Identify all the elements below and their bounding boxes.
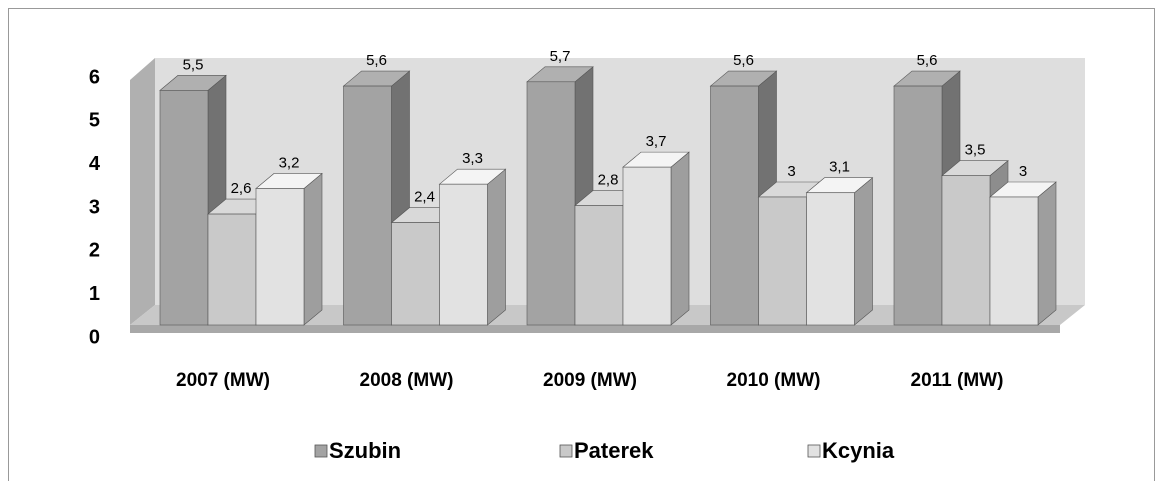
legend-label: Paterek [574, 438, 654, 463]
value-label: 3 [1019, 163, 1027, 180]
legend-swatch [807, 444, 821, 458]
floor-edge [130, 325, 1060, 333]
value-label: 3 [787, 163, 795, 180]
y-tick-label: 5 [89, 110, 100, 132]
bar [574, 205, 624, 326]
bar [255, 188, 305, 326]
bar-side [1037, 181, 1057, 326]
legend-swatch [314, 444, 328, 458]
value-label: 5,6 [366, 52, 387, 69]
value-label: 3,1 [829, 159, 850, 176]
bar-side [303, 172, 323, 326]
value-label: 3,5 [965, 142, 986, 159]
bar [941, 175, 991, 326]
legend-label: Kcynia [822, 438, 895, 463]
x-tick-label: 2010 (MW) [727, 370, 821, 391]
bar [806, 192, 855, 326]
x-tick-label: 2009 (MW) [543, 370, 637, 391]
x-tick-label: 2011 (MW) [911, 370, 1004, 391]
value-label: 3,3 [462, 150, 483, 167]
value-label: 2,6 [231, 180, 252, 197]
value-label: 2,4 [414, 189, 435, 206]
y-tick-label: 4 [89, 153, 101, 175]
legend-swatch [559, 444, 573, 458]
value-label: 5,7 [550, 48, 571, 65]
y-tick-label: 2 [89, 240, 100, 262]
bar [710, 85, 759, 326]
bar [622, 166, 672, 326]
value-label: 3,7 [646, 133, 667, 150]
y-tick-label: 3 [89, 196, 100, 218]
bar [526, 81, 576, 326]
legend-label: Szubin [329, 438, 401, 463]
value-label: 3,2 [279, 154, 300, 171]
bar-side [487, 168, 506, 326]
bar-side [854, 177, 873, 326]
bar [989, 196, 1039, 326]
y-tick-label: 6 [89, 66, 100, 88]
bar [391, 222, 440, 326]
bar [439, 183, 488, 326]
x-tick-label: 2008 (MW) [360, 370, 454, 391]
value-label: 5,6 [917, 52, 938, 69]
bar-side [670, 151, 690, 326]
bar [343, 85, 392, 326]
bar [758, 196, 807, 326]
bar [893, 85, 943, 326]
y-tick-label: 0 [89, 326, 100, 348]
bar [159, 90, 209, 326]
value-label: 5,5 [183, 56, 204, 73]
x-tick-label: 2007 (MW) [176, 370, 270, 391]
y-tick-label: 1 [89, 283, 100, 305]
value-label: 2,8 [598, 172, 619, 189]
value-label: 5,6 [733, 52, 754, 69]
side-wall [130, 58, 155, 325]
bar [207, 213, 257, 326]
